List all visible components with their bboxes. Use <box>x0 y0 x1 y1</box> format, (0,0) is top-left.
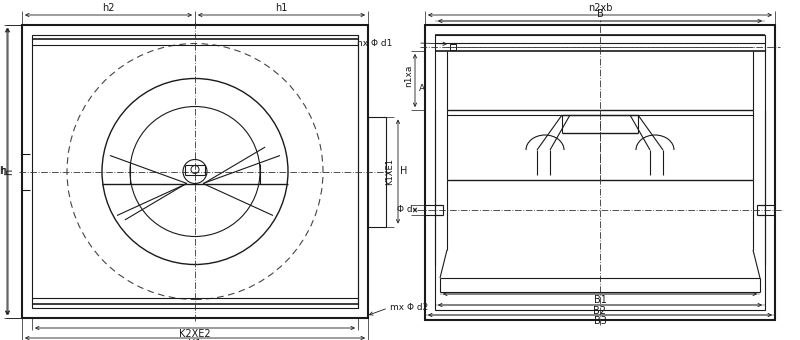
Text: h: h <box>0 167 5 176</box>
Text: h: h <box>4 168 14 175</box>
Text: A: A <box>419 84 425 93</box>
Text: K2XE2: K2XE2 <box>179 329 211 339</box>
Text: n1xa: n1xa <box>404 64 413 87</box>
Text: B1: B1 <box>594 295 606 305</box>
Text: H: H <box>400 167 407 176</box>
Bar <box>22 25 368 318</box>
Bar <box>450 44 456 50</box>
Text: B2: B2 <box>594 306 606 316</box>
Text: h2: h2 <box>102 3 114 13</box>
Text: nx Φ d1: nx Φ d1 <box>357 38 392 48</box>
Text: n2xb: n2xb <box>588 3 612 13</box>
Text: Φ d: Φ d <box>398 205 413 215</box>
Bar <box>368 117 386 226</box>
Bar <box>435 35 765 310</box>
Text: mx Φ d2: mx Φ d2 <box>390 304 428 312</box>
Bar <box>425 25 775 320</box>
Text: H1: H1 <box>188 339 202 340</box>
Text: h1: h1 <box>275 3 288 13</box>
Bar <box>32 35 358 308</box>
Text: h: h <box>0 167 6 176</box>
Text: K1XE1: K1XE1 <box>385 158 394 185</box>
Text: B: B <box>597 9 603 19</box>
Text: B3: B3 <box>594 316 606 326</box>
